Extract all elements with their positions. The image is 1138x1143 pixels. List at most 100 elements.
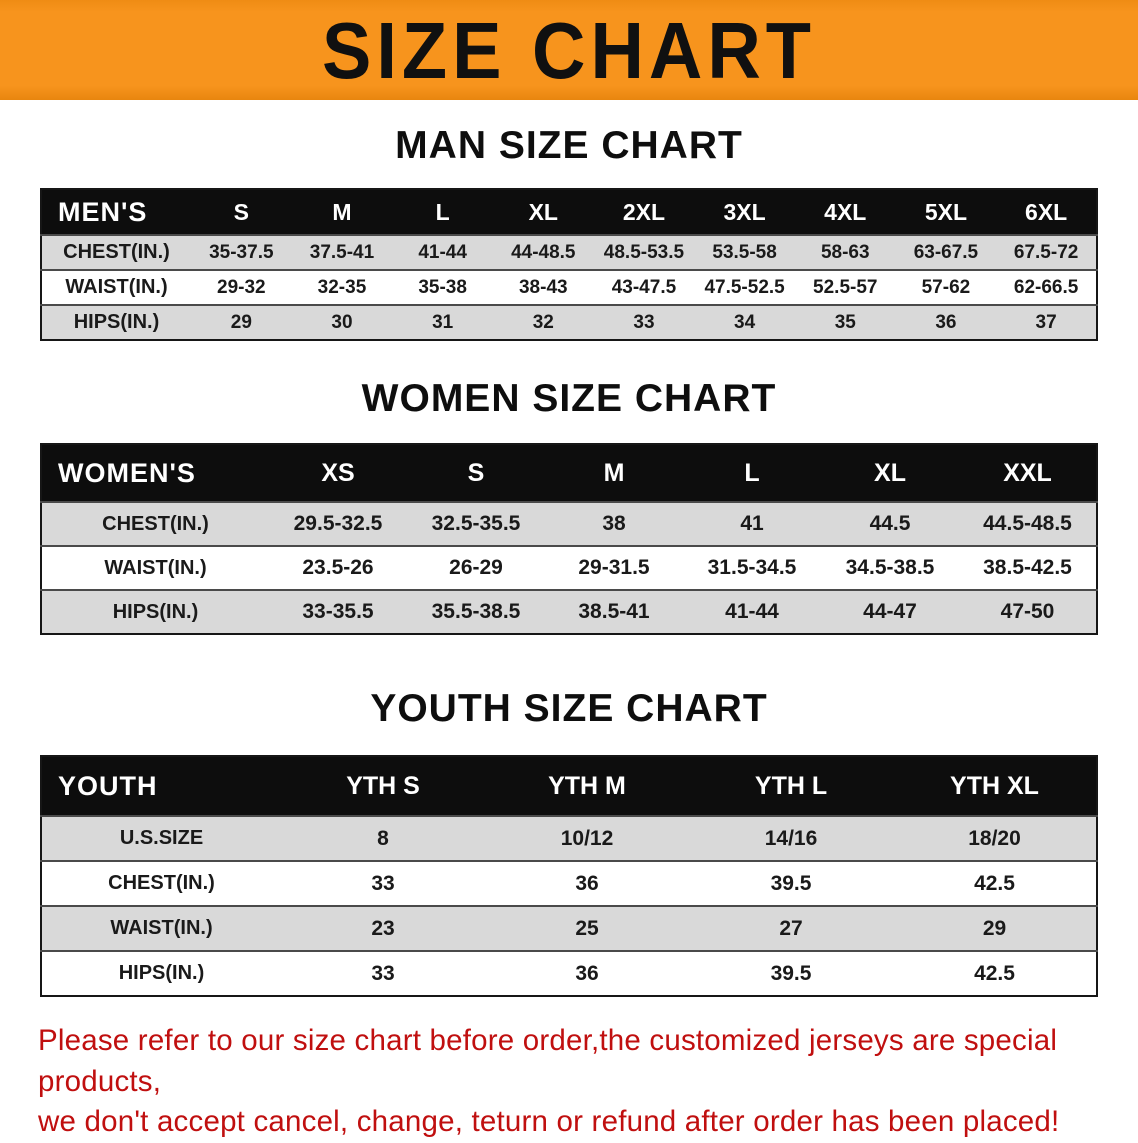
measurement-row: HIPS(IN.) 33-35.5 35.5-38.5 38.5-41 41-44 44-…	[41, 589, 1097, 634]
row-label: U.S.SIZE	[41, 815, 281, 861]
table-header-row: YOUTH YTH S YTH M YTH L YTH XL	[41, 756, 1097, 816]
size-column-header: 3XL	[694, 189, 795, 235]
women-size-table: WOMEN'S XS S M L XL XXL CHEST(IN.) 29.5-32.5 32.5…	[40, 443, 1098, 635]
measurement-value: 39.5	[689, 950, 893, 996]
measurement-value: 35-37.5	[191, 234, 292, 270]
measurement-value: 38-43	[492, 269, 594, 305]
size-column-header: S	[407, 444, 545, 502]
measurement-value: 29.5-32.5	[269, 501, 407, 546]
disclaimer-note: Please refer to our size chart before or…	[38, 1021, 1100, 1143]
measurement-value: 42.5	[893, 860, 1097, 906]
measurement-value: 29	[191, 304, 292, 340]
youth-size-table: YOUTH YTH S YTH M YTH L YTH XL U.S.SIZE 8 10/12…	[40, 755, 1098, 997]
table-header-row: WOMEN'S XS S M L XL XXL	[41, 444, 1097, 502]
measurement-value: 33	[593, 304, 695, 340]
section-youth: YOUTH SIZE CHART YOUTH YTH S YTH M YTH L YTH…	[0, 687, 1138, 997]
size-column-header: S	[191, 189, 292, 235]
row-label: WAIST(IN.)	[41, 269, 191, 305]
size-column-header: XL	[821, 444, 959, 502]
measurement-value: 23	[281, 905, 485, 951]
measurement-value: 27	[689, 905, 893, 951]
row-label: WAIST(IN.)	[41, 545, 269, 590]
measurement-value: 67.5-72	[996, 234, 1097, 270]
measurement-value: 18/20	[893, 815, 1097, 861]
row-label: HIPS(IN.)	[41, 950, 281, 996]
measurement-value: 63-67.5	[895, 234, 997, 270]
size-column-header: YTH M	[485, 756, 689, 816]
measurement-value: 29	[893, 905, 1097, 951]
measurement-value: 36	[485, 860, 689, 906]
measurement-value: 33	[281, 950, 485, 996]
measurement-row: WAIST(IN.) 23.5-26 26-29 29-31.5 31.5-34.5 34…	[41, 545, 1097, 590]
measurement-value: 34	[694, 304, 795, 340]
size-column-header: 6XL	[996, 189, 1097, 235]
disclaimer-line-1: Please refer to our size chart before or…	[38, 1024, 1058, 1098]
measurement-value: 32.5-35.5	[407, 501, 545, 546]
measurement-value: 38	[545, 501, 683, 546]
measurement-value: 53.5-58	[694, 234, 795, 270]
measurement-value: 33-35.5	[269, 589, 407, 634]
measurement-value: 31.5-34.5	[683, 545, 821, 590]
measurement-value: 42.5	[893, 950, 1097, 996]
measurement-value: 38.5-42.5	[959, 545, 1097, 590]
measurement-value: 47.5-52.5	[694, 269, 795, 305]
measurement-value: 52.5-57	[794, 269, 896, 305]
measurement-value: 35.5-38.5	[407, 589, 545, 634]
table-title-cell: MEN'S	[41, 189, 191, 235]
banner: SIZE CHART	[0, 0, 1138, 100]
measurement-value: 32	[492, 304, 594, 340]
measurement-value: 8	[281, 815, 485, 861]
measurement-value: 10/12	[485, 815, 689, 861]
measurement-value: 37.5-41	[291, 234, 393, 270]
size-column-header: L	[392, 189, 493, 235]
measurement-value: 14/16	[689, 815, 893, 861]
measurement-value: 44.5	[821, 501, 959, 546]
measurement-value: 47-50	[959, 589, 1097, 634]
measurement-row: CHEST(IN.) 35-37.5 37.5-41 41-44 44-48.5 48.5…	[41, 234, 1097, 270]
measurement-value: 30	[291, 304, 393, 340]
size-column-header: M	[291, 189, 393, 235]
measurement-value: 41-44	[392, 234, 493, 270]
measurement-row: HIPS(IN.) 33 36 39.5 42.5	[41, 950, 1097, 996]
row-label: WAIST(IN.)	[41, 905, 281, 951]
measurement-value: 41	[683, 501, 821, 546]
measurement-value: 32-35	[291, 269, 393, 305]
measurement-row: CHEST(IN.) 33 36 39.5 42.5	[41, 860, 1097, 906]
men-section-heading: MAN SIZE CHART	[395, 124, 743, 167]
size-column-header: YTH XL	[893, 756, 1097, 816]
measurement-row: HIPS(IN.) 29 30 31 32 33 34 35 36 37	[41, 304, 1097, 340]
size-column-header: 5XL	[895, 189, 997, 235]
measurement-row: WAIST(IN.) 29-32 32-35 35-38 38-43 43-47.5 47.…	[41, 269, 1097, 305]
measurement-value: 62-66.5	[996, 269, 1097, 305]
measurement-value: 26-29	[407, 545, 545, 590]
measurement-value: 25	[485, 905, 689, 951]
measurement-value: 44.5-48.5	[959, 501, 1097, 546]
row-label: HIPS(IN.)	[41, 304, 191, 340]
page-title: SIZE CHART	[322, 5, 816, 95]
disclaimer-line-2: we don't accept cancel, change, teturn o…	[38, 1105, 1060, 1139]
measurement-value: 41-44	[683, 589, 821, 634]
measurement-value: 34.5-38.5	[821, 545, 959, 590]
measurement-value: 33	[281, 860, 485, 906]
measurement-value: 44-47	[821, 589, 959, 634]
measurement-value: 23.5-26	[269, 545, 407, 590]
measurement-value: 35	[794, 304, 896, 340]
men-size-table: MEN'S S M L XL 2XL 3XL 4XL 5XL 6XL CHEST(IN.) 35-37…	[40, 188, 1098, 341]
measurement-row: CHEST(IN.) 29.5-32.5 32.5-35.5 38 41 44.5 44.5…	[41, 501, 1097, 546]
row-label: CHEST(IN.)	[41, 501, 269, 546]
table-title-cell: YOUTH	[41, 756, 281, 816]
measurement-value: 58-63	[794, 234, 896, 270]
size-column-header: L	[683, 444, 821, 502]
youth-section-heading: YOUTH SIZE CHART	[370, 687, 768, 730]
measurement-value: 38.5-41	[545, 589, 683, 634]
women-section-heading: WOMEN SIZE CHART	[361, 377, 777, 420]
table-header-row: MEN'S S M L XL 2XL 3XL 4XL 5XL 6XL	[41, 189, 1097, 235]
measurement-value: 31	[392, 304, 493, 340]
size-column-header: 2XL	[593, 189, 695, 235]
size-column-header: XS	[269, 444, 407, 502]
measurement-value: 48.5-53.5	[593, 234, 695, 270]
measurement-value: 29-32	[191, 269, 292, 305]
measurement-value: 35-38	[392, 269, 493, 305]
measurement-value: 29-31.5	[545, 545, 683, 590]
measurement-value: 39.5	[689, 860, 893, 906]
